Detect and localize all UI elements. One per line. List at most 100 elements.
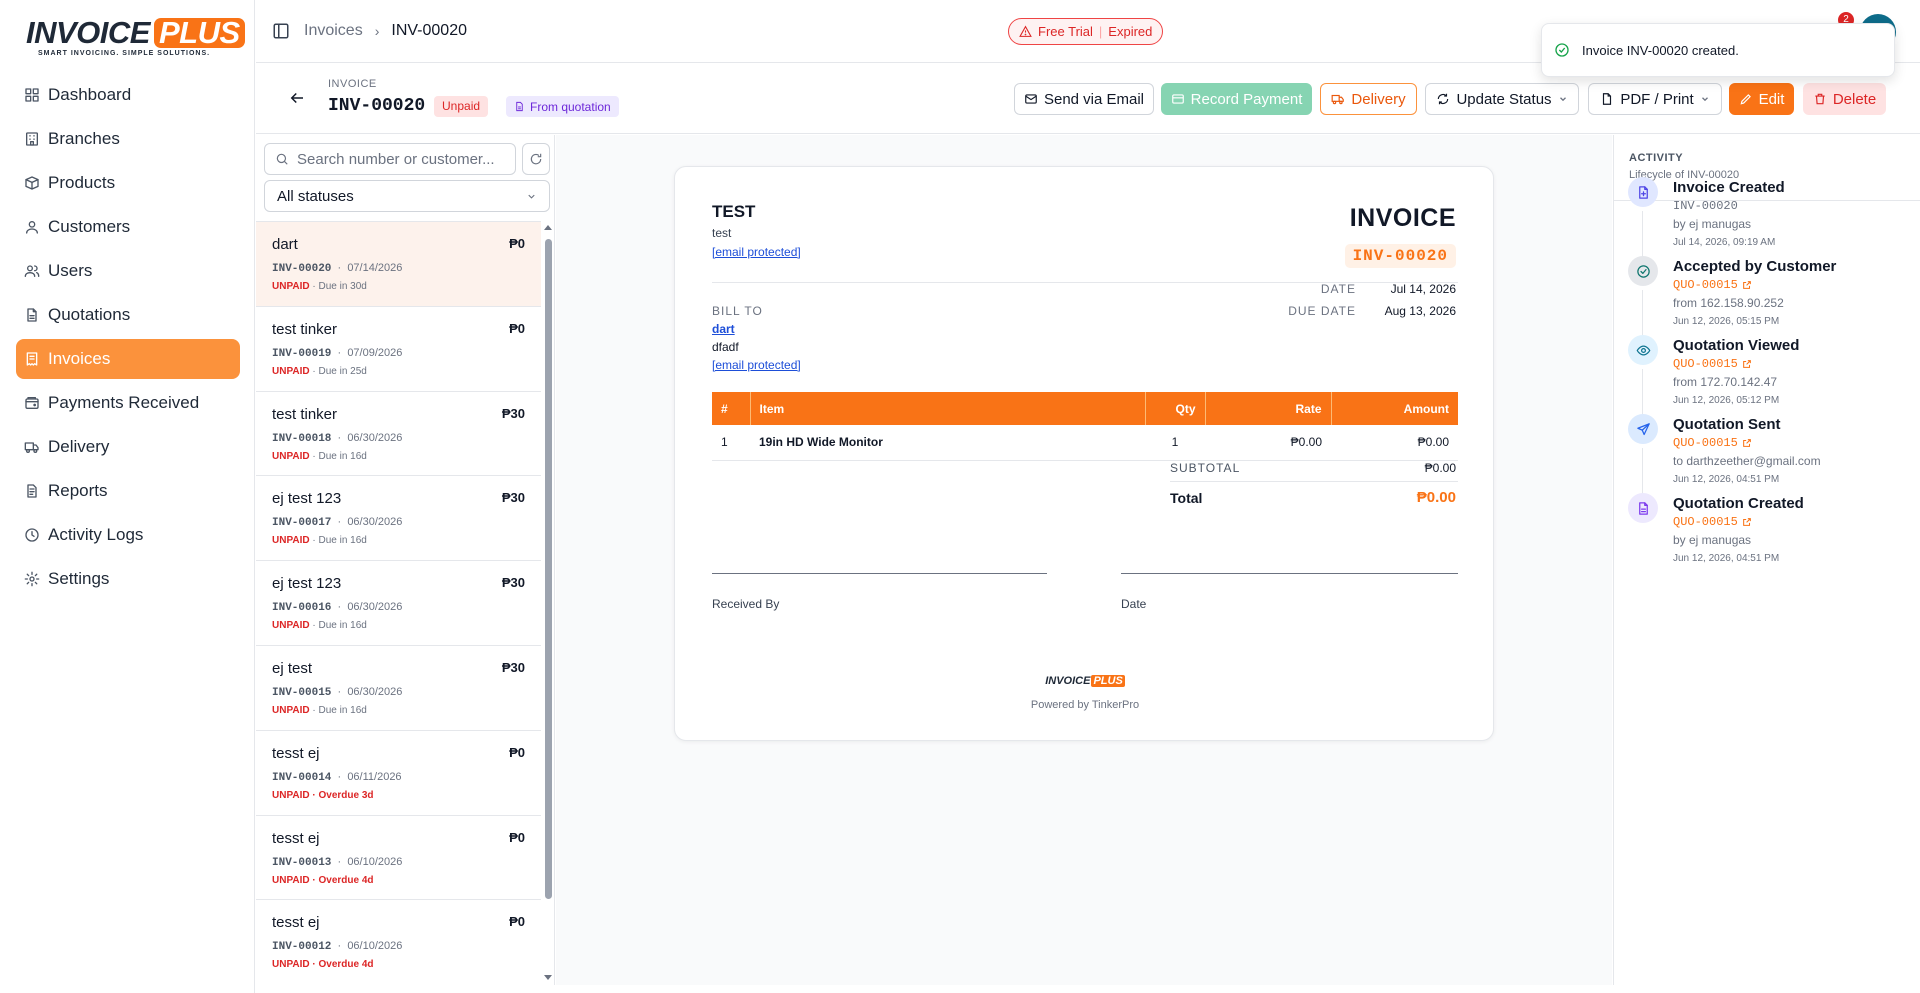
activity-event-ref[interactable]: QUO-00015	[1673, 515, 1752, 529]
trial-badge[interactable]: Free Trial | Expired	[1008, 18, 1164, 45]
activity-event-title: Quotation Created	[1673, 495, 1804, 512]
sidebar-item-products[interactable]: Products	[16, 163, 240, 203]
list-item-amount: ₱30	[501, 405, 525, 421]
sidebar-toggle-icon[interactable]	[272, 22, 290, 40]
invoice-list-item[interactable]: ej test 123 ₱30 INV-00016 · 06/30/2026 UNPA…	[256, 561, 541, 646]
activity-panel: ACTIVITY Lifecycle of INV-00020 Invoice …	[1613, 135, 1920, 985]
col-qty: Qty	[1145, 392, 1206, 425]
invoice-list-item[interactable]: test tinker ₱0 INV-00019 · 07/09/2026 UNPAI…	[256, 307, 541, 392]
line-items-table: # Item Qty Rate Amount 1 19in HD Wide Mo…	[712, 392, 1458, 461]
activity-event-title: Quotation Sent	[1673, 416, 1781, 433]
external-link-icon[interactable]	[1742, 517, 1752, 527]
document-icon	[516, 101, 523, 112]
date-label: DATE	[1320, 282, 1356, 296]
scroll-down-arrow[interactable]	[544, 975, 552, 980]
list-item-customer: ej test 123	[272, 490, 342, 508]
bill-to-name-link[interactable]: dart	[712, 322, 735, 336]
bill-to-email-link[interactable]: [email protected]	[712, 358, 801, 372]
activity-event-ref[interactable]: QUO-00015	[1673, 436, 1752, 450]
activity-event-detail: by ej manugas	[1673, 217, 1752, 231]
sidebar-item-delivery[interactable]: Delivery	[16, 427, 240, 467]
activity-event-ref[interactable]: QUO-00015	[1673, 357, 1752, 371]
scroll-thumb[interactable]	[545, 239, 552, 899]
scroll-up-arrow[interactable]	[544, 225, 552, 230]
invoice-number-title: INV-00020	[328, 96, 426, 116]
external-link-icon[interactable]	[1742, 438, 1752, 448]
chevron-down-icon	[1559, 97, 1566, 102]
chevron-right-icon: ›	[374, 23, 380, 39]
sidebar-item-settings[interactable]: Settings	[16, 559, 240, 599]
activity-event-title: Quotation Viewed	[1673, 337, 1800, 354]
document-heading: INVOICE	[1349, 204, 1456, 232]
list-scrollbar[interactable]	[542, 225, 553, 980]
activity-subtitle: Lifecycle of INV-00020	[1629, 169, 1740, 181]
list-item-date: 06/10/2026	[347, 855, 403, 868]
sidebar-item-reports[interactable]: Reports	[16, 471, 240, 511]
divider	[1170, 481, 1458, 482]
sidebar-item-activity-logs[interactable]: Activity Logs	[16, 515, 240, 555]
source-badge[interactable]: From quotation	[506, 96, 619, 117]
activity-title: ACTIVITY	[1629, 152, 1684, 164]
list-item-customer: tesst ej	[272, 914, 320, 932]
mail-icon	[1025, 94, 1037, 104]
record-payment-button[interactable]: Record Payment	[1161, 83, 1312, 115]
list-item-due: · Due in 16d	[312, 535, 367, 547]
external-link-icon[interactable]	[1742, 359, 1752, 369]
status-filter-select[interactable]: All statuses	[264, 180, 550, 212]
external-link-icon[interactable]	[1742, 280, 1752, 290]
invoice-list-item[interactable]: dart ₱0 INV-00020 · 07/14/2026 UNPAID · Due…	[256, 222, 541, 307]
package-icon	[24, 175, 40, 191]
invoice-kicker: INVOICE	[328, 78, 377, 90]
row-amount: ₱0.00	[1331, 425, 1458, 461]
list-item-status: UNPAID	[272, 620, 310, 632]
invoice-list-item[interactable]: ej test ₱30 INV-00015 · 06/30/2026 UNPAID ·…	[256, 646, 541, 731]
report-icon	[24, 483, 40, 499]
search-input[interactable]	[297, 150, 507, 168]
divider	[712, 282, 1458, 283]
main-nav: Dashboard Branches Products Customers Users Q…	[16, 75, 240, 603]
invoice-list-item[interactable]: test tinker ₱30 INV-00018 · 06/30/2026 UNPA…	[256, 392, 541, 477]
sidebar-item-payments-received[interactable]: Payments Received	[16, 383, 240, 423]
sidebar-item-invoices[interactable]: Invoices	[16, 339, 240, 379]
company-email-link[interactable]: [email protected]	[712, 245, 801, 259]
pdf-print-label: PDF / Print	[1620, 90, 1694, 108]
col-item: Item	[750, 392, 1146, 425]
row-item: 19in HD Wide Monitor	[750, 425, 1145, 461]
list-item-amount: ₱30	[501, 659, 525, 675]
sidebar-item-customers[interactable]: Customers	[16, 207, 240, 247]
sidebar-item-label: Dashboard	[48, 85, 132, 104]
sidebar-item-label: Delivery	[48, 437, 110, 456]
sidebar-item-label: Quotations	[48, 305, 131, 324]
dashboard-icon	[24, 87, 40, 103]
delivery-button[interactable]: Delivery	[1320, 83, 1417, 115]
invoice-list-item[interactable]: ej test 123 ₱30 INV-00017 · 06/30/2026 UNPA…	[256, 476, 541, 562]
list-item-status: UNPAID	[272, 281, 310, 292]
warning-icon	[1019, 25, 1032, 37]
invoice-list-item[interactable]: tesst ej ₱0 INV-00014 · 06/11/2026 UNPAID ·…	[256, 731, 541, 816]
refresh-button[interactable]	[522, 143, 550, 175]
sidebar-item-dashboard[interactable]: Dashboard	[16, 75, 240, 115]
pdf-print-button[interactable]: PDF / Print	[1588, 83, 1722, 115]
brand-logo[interactable]: INVOICE PLUS SMART INVOICING. SIMPLE SOLU…	[26, 17, 245, 60]
invoice-list-item[interactable]: tesst ej ₱0 INV-00013 · 06/10/2026 UNPAID ·…	[256, 816, 541, 901]
sidebar-item-users[interactable]: Users	[16, 251, 240, 291]
sidebar-item-quotations[interactable]: Quotations	[16, 295, 240, 335]
send-email-button[interactable]: Send via Email	[1014, 83, 1154, 115]
received-by-label: Received By	[712, 597, 780, 611]
list-item-amount: ₱0	[509, 914, 525, 930]
edit-button[interactable]: Edit	[1729, 83, 1794, 115]
delete-button[interactable]: Delete	[1803, 83, 1886, 115]
invoice-list-item[interactable]: tesst ej ₱0 INV-00012 · 06/10/2026 UNPAID ·…	[256, 900, 541, 983]
activity-event-ref[interactable]: QUO-00015	[1673, 278, 1752, 292]
search-box[interactable]	[264, 143, 516, 175]
back-arrow-icon[interactable]	[288, 89, 306, 107]
user-icon	[24, 219, 40, 235]
update-status-button[interactable]: Update Status	[1425, 83, 1579, 115]
bill-to-label: BILL TO	[712, 304, 763, 318]
breadcrumb-invoices[interactable]: Invoices	[304, 22, 363, 39]
list-item-customer: test tinker	[272, 320, 338, 338]
activity-event-ref: INV-00020	[1673, 199, 1738, 213]
sidebar-item-branches[interactable]: Branches	[16, 119, 240, 159]
date-line	[1121, 573, 1458, 574]
date-value: Jul 14, 2026	[1390, 282, 1456, 296]
